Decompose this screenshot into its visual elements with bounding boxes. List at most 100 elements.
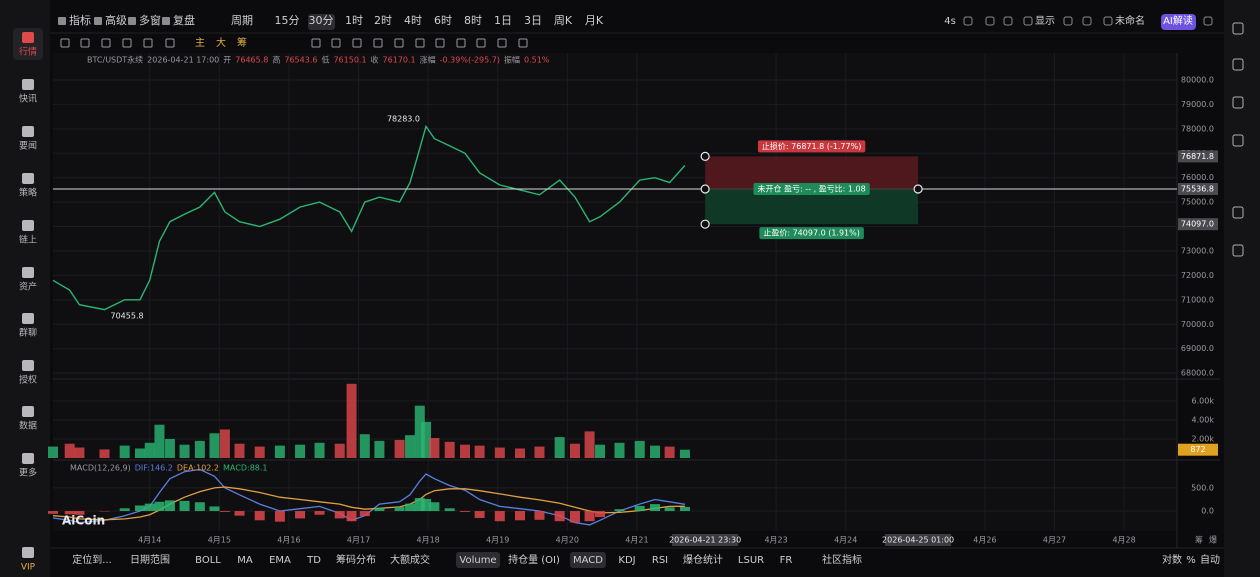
x-tick-label: 4月14 (138, 536, 161, 545)
toolbar-button[interactable]: 周期 (231, 14, 253, 27)
header-info: BTC/USDT永续 (87, 55, 143, 65)
sidebar-tab[interactable]: 群聊 (19, 327, 37, 339)
volume-bar (554, 437, 565, 458)
position-handle[interactable] (913, 184, 923, 194)
legend-entry: DIF:146.2 (135, 464, 173, 473)
toolbar-button[interactable]: 1时 (345, 14, 363, 27)
toolbar-button[interactable]: 3日 (524, 14, 542, 27)
draw-tool (373, 38, 383, 48)
sidebar-tab[interactable]: VIP (21, 563, 36, 573)
bottom-button[interactable]: % (1186, 555, 1196, 566)
axis-tool[interactable]: 爆 (1209, 535, 1217, 545)
bottom-button[interactable]: BOLL (195, 555, 221, 566)
volume-bar (64, 443, 75, 458)
macd-bar (460, 511, 471, 512)
sidebar-tab[interactable]: 要闻 (19, 141, 37, 152)
toolbar-button[interactable]: 周K (554, 14, 573, 27)
bottom-button[interactable]: LSUR (738, 555, 764, 566)
bottom-button[interactable]: 定位到... (72, 553, 112, 566)
position-handle[interactable] (700, 184, 710, 194)
toolbar-button[interactable]: 30分 (309, 14, 334, 27)
sidebar-tab[interactable]: 链上 (19, 234, 37, 246)
sidebar-tab[interactable]: 授权 (19, 374, 37, 386)
sidebar-tab[interactable]: 策略 (19, 187, 37, 199)
toolbar-button[interactable]: 复盘 (173, 13, 195, 27)
macd-bar (679, 506, 690, 512)
bottom-button[interactable]: 社区指标 (822, 553, 862, 566)
bottom-button[interactable]: EMA (269, 555, 291, 566)
bottom-button[interactable]: 大额成交 (390, 553, 430, 566)
draw-tool (518, 38, 528, 48)
macd-bar (664, 507, 675, 512)
position-handle[interactable] (700, 151, 710, 161)
sidebar-tab[interactable]: 快讯 (19, 93, 37, 105)
macd-bar (474, 511, 485, 518)
toolbar-button[interactable]: 显示 (1035, 15, 1055, 27)
axis-tool[interactable]: 筹 (1195, 535, 1203, 545)
draw-tool[interactable]: 大 (216, 36, 226, 49)
volume-bar (460, 444, 471, 458)
draw-tool[interactable]: 主 (195, 37, 205, 49)
bottom-button[interactable]: 日期范围 (130, 553, 170, 566)
bottom-button[interactable]: Volume (459, 555, 496, 566)
header-info: 76170.1 (383, 56, 416, 65)
bottom-button[interactable]: 自动 (1200, 553, 1220, 566)
bottom-button[interactable]: MA (237, 555, 253, 566)
x-tick-label: 4月17 (347, 536, 370, 545)
x-tick-label: 4月20 (556, 536, 579, 545)
sidebar-tab[interactable]: 更多 (19, 467, 37, 479)
bottom-button[interactable]: MACD (573, 555, 603, 566)
bottom-button[interactable]: RSI (652, 555, 668, 566)
bottom-button[interactable]: 对数 (1162, 553, 1182, 566)
x-marker-label: 2026-04-21 23:30 (669, 536, 741, 545)
y-tick-label: 6.00k (1192, 396, 1215, 405)
volume-bar (194, 440, 205, 458)
position-label: 止损价: 76871.8 (-1.77%) (762, 141, 861, 151)
toolbar-button[interactable]: 指标 (69, 13, 91, 27)
macd-bar (494, 511, 505, 522)
draw-tool (394, 38, 404, 48)
draw-tool (80, 38, 90, 48)
toolbar-button[interactable]: 6时 (434, 14, 452, 27)
header-info: 涨幅 (420, 55, 436, 65)
bottom-button[interactable]: 爆仓统计 (683, 553, 723, 566)
toolbar-button[interactable]: 多窗 (139, 13, 161, 27)
x-tick-label: 4月19 (486, 536, 509, 545)
right-sidebar (1224, 0, 1260, 577)
x-tick-label: 4月15 (208, 536, 231, 545)
bottom-button[interactable]: KDJ (618, 555, 635, 566)
volume-bar (595, 444, 606, 458)
toolbar-button[interactable]: 2时 (374, 14, 392, 27)
sidebar-tab[interactable]: 数据 (19, 420, 37, 432)
volume-bar (209, 433, 220, 458)
toolbar-button[interactable]: 4s (944, 16, 956, 27)
volume-bar (164, 438, 175, 458)
toolbar-button[interactable]: 4时 (404, 14, 422, 27)
macd-bar (274, 511, 285, 522)
draw-tool (101, 38, 111, 48)
draw-tool[interactable]: 筹 (237, 36, 247, 49)
volume-bar (405, 435, 416, 458)
bottom-button[interactable]: 筹码分布 (336, 553, 376, 566)
bottom-button[interactable]: TD (306, 555, 321, 566)
toolbar-button[interactable]: 未命名 (1115, 14, 1145, 27)
toolbar-button[interactable]: 1日 (494, 14, 512, 27)
ui-text: 指标 高级 多窗 复盘 周期 15分 30分 1时 2时 4时 6时 8时 1日 3日 周K 月K 4s 显示 未命… (19, 13, 1220, 573)
header-info: 振幅 (504, 55, 520, 65)
sidebar-tab[interactable]: 资产 (19, 281, 37, 293)
toolbar-button[interactable]: AI解读 (1163, 14, 1193, 27)
macd-bar (346, 511, 357, 522)
toolbar-button[interactable]: 8时 (464, 14, 482, 27)
bottom-button[interactable]: FR (780, 555, 793, 566)
sidebar-tab[interactable]: 行情 (19, 46, 37, 58)
position-handle[interactable] (700, 219, 710, 229)
volume-bar (514, 448, 525, 458)
sidebar-icon (22, 79, 34, 90)
toolbar-button[interactable]: 15分 (275, 14, 300, 27)
volume-tag (1178, 443, 1218, 456)
toolbar-button[interactable]: 高级 (105, 13, 127, 27)
toolbar-button[interactable]: 月K (585, 14, 604, 27)
bottom-button[interactable]: 持仓量 (OI) (508, 553, 560, 566)
header-info: 76465.8 (235, 56, 268, 65)
left-sidebar (0, 0, 50, 577)
